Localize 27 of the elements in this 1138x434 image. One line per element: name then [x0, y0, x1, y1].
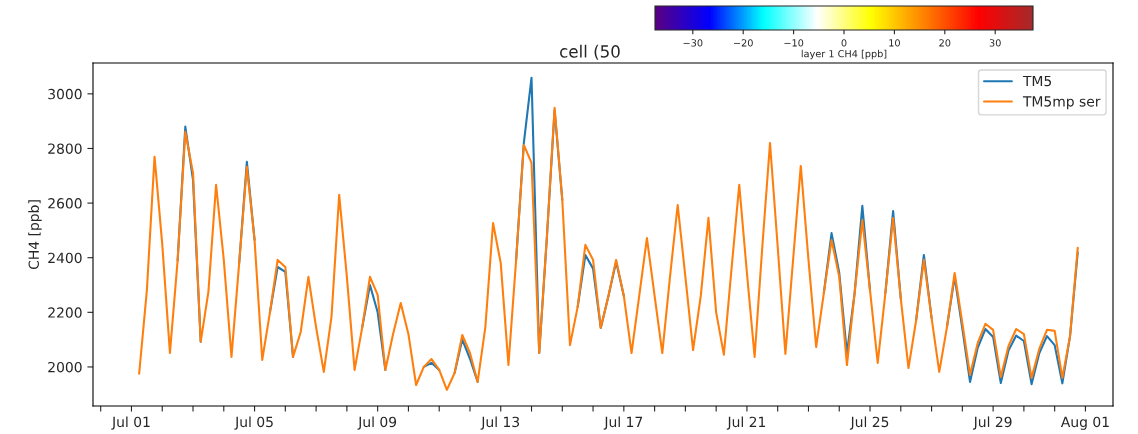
y-axis-title: CH4 [ppb]	[28, 200, 42, 270]
legend-label: TM5	[1022, 75, 1052, 87]
x-tick-label: Jul 05	[234, 416, 273, 430]
legend-label: TM5mp ser	[1022, 96, 1101, 110]
x-tick-label: Jul 29	[972, 416, 1012, 430]
y-tick-label: 2400	[48, 252, 82, 264]
x-tick-label: Jul 13	[480, 416, 520, 430]
x-tick-label: Jul 25	[849, 416, 889, 430]
color-bar-label: 0	[841, 39, 847, 47]
y-tick-label: 2800	[48, 143, 82, 154]
x-tick-label: Aug 01	[1060, 416, 1109, 430]
color-bar-label: −30	[683, 39, 703, 47]
x-tick-label: Jul 01	[111, 416, 150, 430]
x-tick-label: Jul 09	[357, 416, 397, 430]
x-tick-label: Jul 17	[603, 416, 643, 430]
color-bar-title: layer 1 CH4 [ppb]	[801, 49, 887, 60]
y-tick-label: 2000	[48, 361, 82, 373]
color-bar-label: 30	[989, 39, 1001, 47]
y-tick-label: 3000	[48, 88, 82, 100]
y-tick-label: 2200	[48, 307, 82, 318]
color-bar-label: −10	[784, 39, 804, 47]
y-tick-label: 2600	[48, 198, 82, 209]
color-bar-label: 20	[939, 39, 951, 47]
chart-title: cell (50	[560, 44, 620, 60]
x-tick-label: Jul 21	[726, 416, 766, 430]
color-bar-label: 10	[889, 39, 900, 47]
color-bar-label: −20	[733, 39, 753, 47]
